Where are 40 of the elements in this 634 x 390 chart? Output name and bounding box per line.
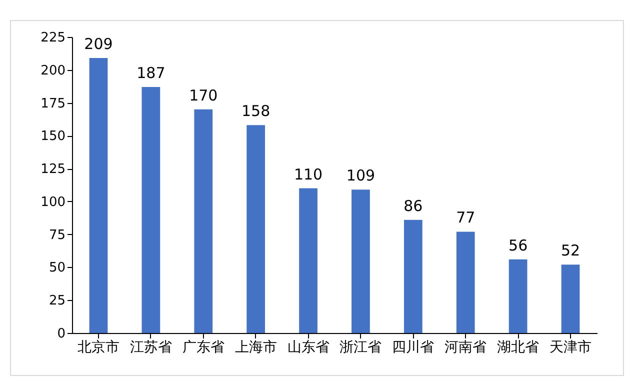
y-tick-label: 100 bbox=[40, 194, 66, 210]
data-label: 158 bbox=[242, 102, 270, 120]
y-tick-label: 50 bbox=[48, 260, 66, 276]
bar bbox=[456, 232, 475, 333]
data-label: 86 bbox=[404, 196, 423, 215]
bar bbox=[246, 125, 266, 333]
bar bbox=[194, 109, 213, 333]
y-tick-label: 0 bbox=[57, 326, 66, 342]
data-label: 110 bbox=[294, 165, 323, 184]
y-tick-label: 150 bbox=[40, 129, 66, 144]
data-label: 209 bbox=[84, 35, 113, 54]
data-label: 187 bbox=[136, 64, 166, 82]
x-tick-label: 北京市 bbox=[77, 340, 120, 356]
bar bbox=[89, 58, 108, 333]
x-tick-label: 山东省 bbox=[287, 340, 330, 356]
x-tick-label: 广东省 bbox=[182, 340, 224, 356]
data-label: 170 bbox=[189, 86, 218, 104]
data-label: 56 bbox=[508, 236, 528, 254]
x-tick-label: 江苏省 bbox=[130, 340, 172, 356]
data-label: 109 bbox=[346, 166, 376, 185]
y-tick-label: 225 bbox=[40, 30, 66, 46]
bar bbox=[142, 86, 160, 333]
y-tick-label: 125 bbox=[40, 162, 66, 178]
y-tick-label: 75 bbox=[48, 228, 66, 243]
x-tick-label: 浙江省 bbox=[340, 340, 382, 356]
bar bbox=[299, 188, 318, 333]
bar bbox=[561, 264, 580, 333]
data-label: 52 bbox=[560, 242, 580, 260]
x-tick-label: 四川省 bbox=[392, 340, 434, 356]
y-tick-label: 25 bbox=[48, 294, 66, 309]
x-tick-label: 天津市 bbox=[550, 340, 592, 356]
x-tick-label: 河南省 bbox=[444, 340, 487, 356]
bar bbox=[508, 259, 528, 333]
bar bbox=[352, 190, 370, 333]
x-tick-label: 上海市 bbox=[234, 340, 277, 356]
bar bbox=[404, 220, 422, 333]
y-tick-label: 175 bbox=[40, 96, 66, 112]
y-tick-label: 200 bbox=[40, 63, 66, 78]
data-label: 77 bbox=[456, 208, 476, 227]
x-tick-label: 湖北省 bbox=[497, 340, 540, 356]
